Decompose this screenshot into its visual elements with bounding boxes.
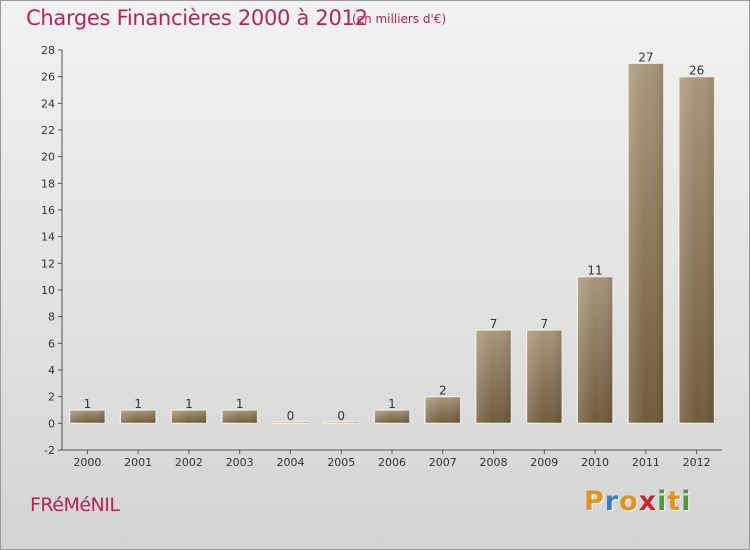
commune-name: FRéMéNIL [30,494,120,516]
x-tick-label: 2001 [124,456,152,469]
bar-shading-2000 [69,410,106,424]
data-label-2001: 1 [134,397,142,411]
x-tick-label: 2003 [226,456,254,469]
logo-letter: r [604,486,620,517]
data-label-2009: 7 [540,317,548,331]
y-tick-label: -2 [44,444,55,457]
bar-shading-2010 [577,276,613,424]
bar-shading-2003 [221,410,258,424]
x-tick-label: 2008 [480,456,508,469]
y-tick-label: 16 [41,204,55,217]
proxiti-logo[interactable]: Proxiti [584,486,692,517]
y-tick-label: 18 [41,177,55,190]
x-tick-label: 2005 [327,456,355,469]
bar-shading-2008 [475,330,512,424]
x-tick-label: 2006 [378,456,406,469]
x-axis-ticks: 2000 2001 2002 2003 2004 2005 2006 2007 2008 2009… [73,450,711,469]
data-label-2005: 0 [337,409,345,423]
data-label-2008: 7 [490,317,498,331]
x-tick-label: 2011 [632,456,660,469]
x-tick-label: 2004 [276,456,304,469]
bar-shading-2001 [120,410,156,424]
data-label-2011: 27 [638,50,653,64]
y-tick-label: 14 [41,231,55,244]
logo-letter: P [584,486,605,517]
data-label-2003: 1 [236,397,244,411]
data-label-2000: 1 [84,397,92,411]
y-tick-label: 8 [48,311,55,324]
y-tick-label: 10 [41,284,55,297]
data-label-2012: 26 [689,64,704,78]
data-label-2002: 1 [185,397,193,411]
y-tick-label: 22 [41,124,55,137]
logo-letter: o [619,486,639,517]
x-tick-label: 2010 [581,456,609,469]
logo-letter: x [638,486,658,517]
bar-shading-2007 [425,396,461,424]
bar-shading-2009 [526,330,563,424]
bar-shading-2005 [323,421,359,424]
data-label-2007: 2 [439,384,447,398]
data-label-2006: 1 [388,397,396,411]
chart-title: Charges Financières 2000 à 2012 [26,6,368,30]
chart-subtitle: (en milliers d'€) [352,12,447,26]
logo-letter: i [681,486,692,517]
y-tick-label: 20 [41,151,55,164]
y-tick-label: 6 [48,337,55,350]
x-tick-label: 2000 [73,456,101,469]
x-tick-label: 2007 [429,456,457,469]
x-tick-label: 2002 [175,456,203,469]
data-label-2004: 0 [287,409,295,423]
x-tick-label: 2012 [683,456,711,469]
y-tick-label: 12 [41,257,55,270]
bar-shading-2012 [678,76,715,424]
y-tick-label: 4 [48,364,55,377]
bar-shading-2011 [628,63,664,424]
y-tick-label: 24 [41,97,55,110]
x-tick-label: 2009 [530,456,558,469]
bar-shading-2006 [374,410,410,424]
logo-letter: i [657,486,668,517]
y-tick-label: 26 [41,71,55,84]
logo-letter: t [667,486,682,517]
bar-shading-2002 [171,410,207,424]
y-tick-label: 0 [48,417,55,430]
data-label-2010: 11 [587,264,602,278]
bars-group [69,62,715,424]
bar-shading-2004 [272,421,309,424]
y-tick-label: 28 [41,44,55,57]
y-tick-label: 2 [48,391,55,404]
